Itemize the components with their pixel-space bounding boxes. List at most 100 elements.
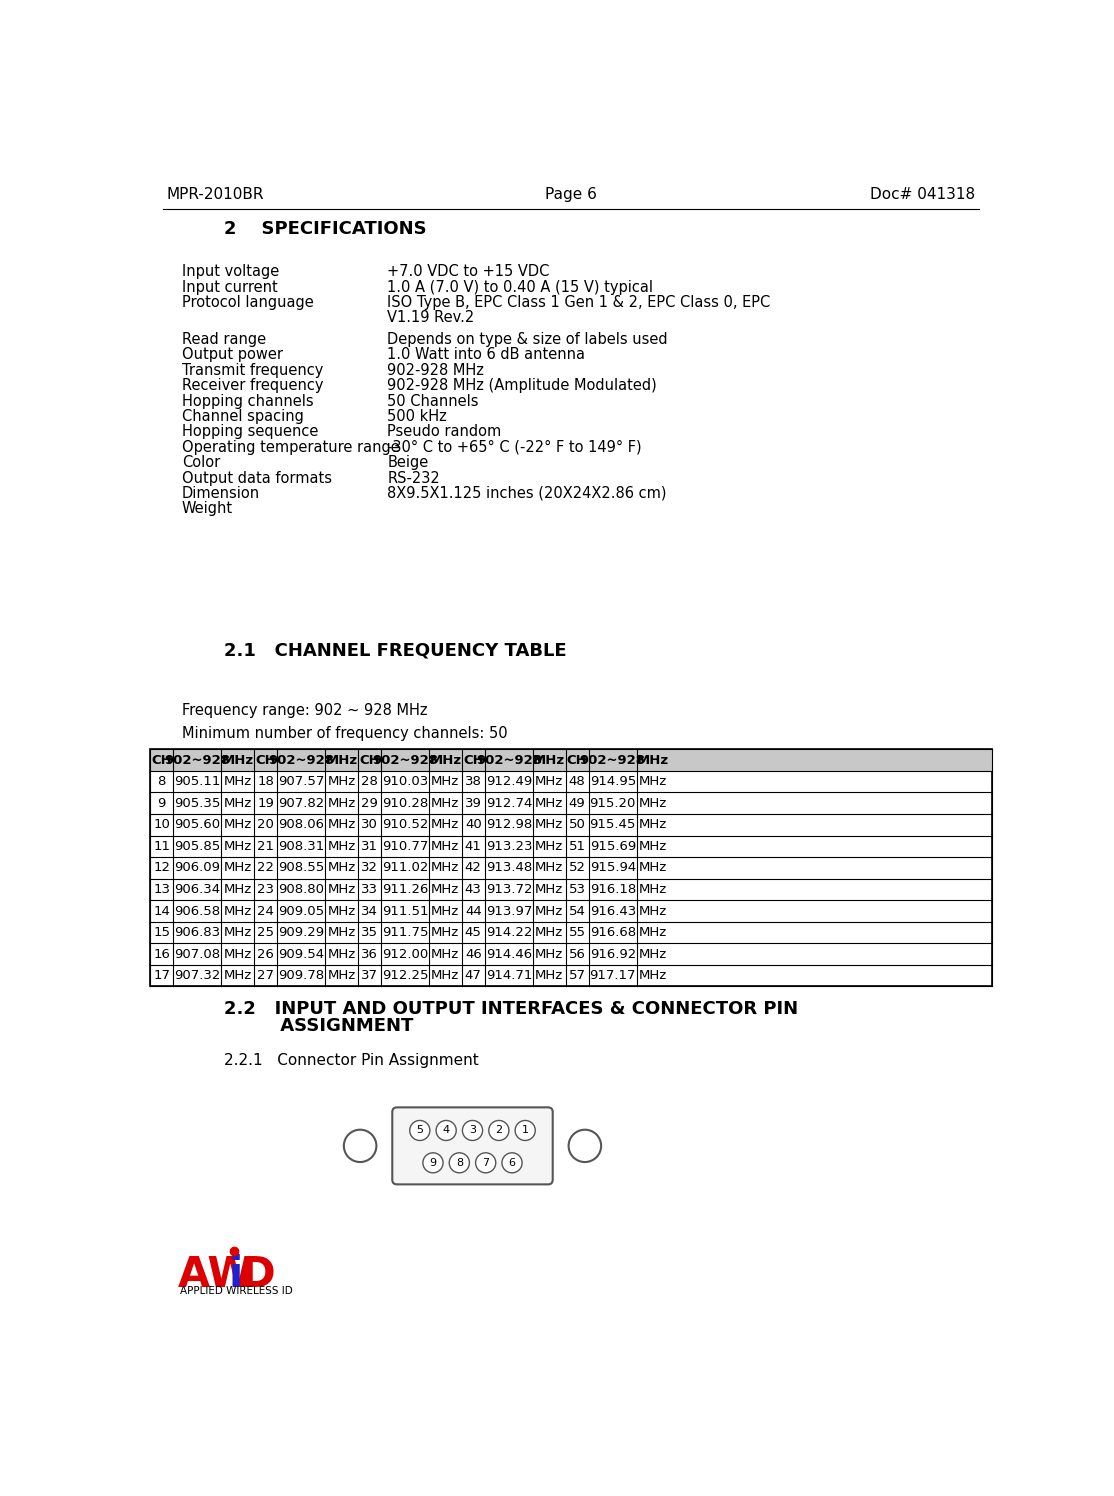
Text: 909.54: 909.54 [278, 947, 324, 960]
Text: MHz: MHz [535, 883, 564, 896]
Text: MHz: MHz [224, 818, 252, 832]
Text: MHz: MHz [639, 905, 667, 917]
Text: V1.19 Rev.2: V1.19 Rev.2 [388, 311, 475, 326]
Text: Beige: Beige [388, 455, 429, 470]
Text: 907.82: 907.82 [278, 797, 324, 809]
FancyBboxPatch shape [392, 1107, 553, 1185]
Text: MHz: MHz [224, 905, 252, 917]
Text: 915.69: 915.69 [589, 839, 636, 853]
Text: 902~928: 902~928 [165, 754, 231, 766]
Text: 1.0 Watt into 6 dB antenna: 1.0 Watt into 6 dB antenna [388, 347, 585, 362]
Text: 26: 26 [257, 947, 274, 960]
Text: 911.26: 911.26 [382, 883, 428, 896]
Text: MHz: MHz [328, 926, 355, 939]
Text: Operating temperature range: Operating temperature range [182, 440, 400, 455]
Text: MHz: MHz [224, 797, 252, 809]
Text: MHz: MHz [328, 797, 355, 809]
Text: 911.02: 911.02 [382, 862, 428, 874]
Text: 3: 3 [469, 1125, 476, 1135]
Text: -30° C to +65° C (-22° F to 149° F): -30° C to +65° C (-22° F to 149° F) [388, 440, 642, 455]
Text: 914.95: 914.95 [589, 775, 636, 788]
Text: MHz: MHz [639, 947, 667, 960]
Text: 902~928: 902~928 [476, 754, 541, 766]
Text: MHz: MHz [224, 926, 252, 939]
Text: 500 kHz: 500 kHz [388, 408, 447, 423]
Text: 7: 7 [482, 1158, 489, 1168]
Text: 57: 57 [568, 969, 586, 983]
Text: 47: 47 [465, 969, 481, 983]
Text: 52: 52 [568, 862, 586, 874]
Text: 35: 35 [361, 926, 378, 939]
Text: MHz: MHz [535, 947, 564, 960]
Text: 8: 8 [157, 775, 166, 788]
Text: 17: 17 [154, 969, 170, 983]
Text: 907.57: 907.57 [278, 775, 324, 788]
Text: 902-928 MHz (Amplitude Modulated): 902-928 MHz (Amplitude Modulated) [388, 378, 657, 393]
Text: MHz: MHz [328, 862, 355, 874]
Text: 27: 27 [257, 969, 274, 983]
Text: 42: 42 [465, 862, 481, 874]
Text: 16: 16 [154, 947, 170, 960]
Text: 49: 49 [569, 797, 586, 809]
Text: 28: 28 [361, 775, 378, 788]
Text: Read range: Read range [182, 332, 266, 347]
Text: 911.51: 911.51 [382, 905, 428, 917]
Text: MHz: MHz [431, 883, 459, 896]
Text: 914.22: 914.22 [486, 926, 532, 939]
Text: +7.0 VDC to +15 VDC: +7.0 VDC to +15 VDC [388, 265, 549, 280]
Text: MHz: MHz [639, 862, 667, 874]
Text: 902-928 MHz: 902-928 MHz [388, 364, 485, 378]
Text: 37: 37 [361, 969, 378, 983]
Text: MHz: MHz [328, 905, 355, 917]
Text: MHz: MHz [535, 905, 564, 917]
Text: 45: 45 [465, 926, 481, 939]
Text: Input voltage: Input voltage [182, 265, 280, 280]
Text: 915.94: 915.94 [589, 862, 636, 874]
Text: 906.34: 906.34 [174, 883, 221, 896]
Text: CH: CH [255, 754, 276, 766]
Text: 916.92: 916.92 [589, 947, 636, 960]
Text: 910.52: 910.52 [382, 818, 428, 832]
Text: 912.00: 912.00 [382, 947, 428, 960]
Text: 56: 56 [568, 947, 586, 960]
Circle shape [515, 1121, 535, 1140]
Text: MHz: MHz [431, 775, 459, 788]
Text: MHz: MHz [535, 926, 564, 939]
Text: CH: CH [152, 754, 172, 766]
Text: 909.29: 909.29 [278, 926, 324, 939]
Text: MHz: MHz [224, 947, 252, 960]
Text: 910.77: 910.77 [382, 839, 428, 853]
Text: 914.71: 914.71 [486, 969, 532, 983]
Text: 913.48: 913.48 [486, 862, 532, 874]
Text: 19: 19 [257, 797, 274, 809]
Text: MHz: MHz [431, 818, 459, 832]
Text: 909.05: 909.05 [278, 905, 324, 917]
Text: D: D [240, 1254, 275, 1296]
Text: Transmit frequency: Transmit frequency [182, 364, 323, 378]
Text: i: i [228, 1254, 243, 1296]
Text: 908.06: 908.06 [278, 818, 324, 832]
Text: 34: 34 [361, 905, 378, 917]
Text: 53: 53 [568, 883, 586, 896]
Text: 32: 32 [361, 862, 378, 874]
Text: 908.55: 908.55 [278, 862, 324, 874]
Text: MHz: MHz [224, 862, 252, 874]
Text: 908.80: 908.80 [278, 883, 324, 896]
Text: 906.09: 906.09 [175, 862, 221, 874]
Text: 8X9.5X1.125 inches (20X24X2.86 cm): 8X9.5X1.125 inches (20X24X2.86 cm) [388, 486, 667, 501]
Text: 910.28: 910.28 [382, 797, 428, 809]
Text: 902~928: 902~928 [268, 754, 334, 766]
Text: 50: 50 [568, 818, 586, 832]
Text: 54: 54 [568, 905, 586, 917]
Text: 912.74: 912.74 [486, 797, 532, 809]
Text: 22: 22 [257, 862, 274, 874]
Text: MHz: MHz [328, 947, 355, 960]
Text: Output data formats: Output data formats [182, 471, 332, 486]
Text: 10: 10 [154, 818, 170, 832]
Text: 48: 48 [569, 775, 586, 788]
Text: 905.85: 905.85 [174, 839, 221, 853]
Text: 36: 36 [361, 947, 378, 960]
Text: 915.45: 915.45 [589, 818, 636, 832]
Text: 21: 21 [257, 839, 274, 853]
Text: MPR-2010BR: MPR-2010BR [166, 187, 264, 202]
